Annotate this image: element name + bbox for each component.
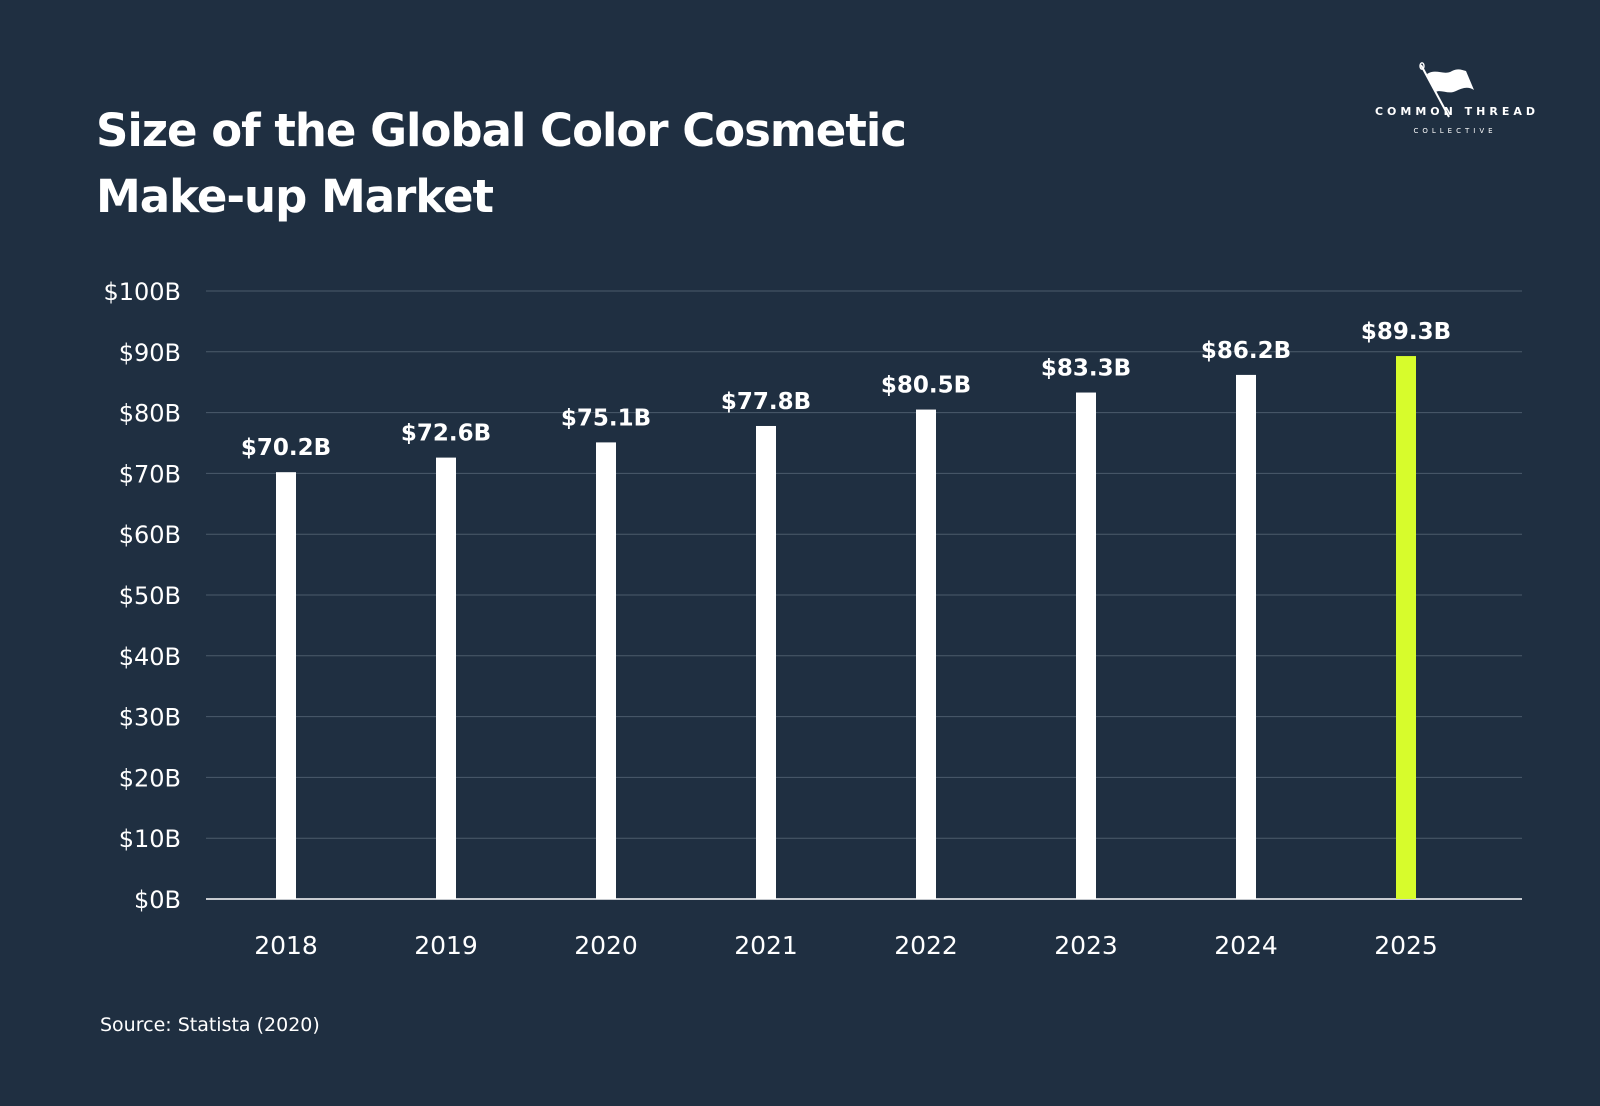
- flag-needle-icon: COMMON THREAD COLLECTIVE: [1375, 62, 1539, 135]
- title-line-1: Size of the Global Color Cosmetic: [96, 104, 907, 157]
- y-tick-label: $10B: [119, 825, 181, 853]
- y-tick-label: $30B: [119, 704, 181, 732]
- bars: [276, 356, 1416, 899]
- x-tick-label-2021: 2021: [734, 931, 798, 960]
- brand-sub: COLLECTIVE: [1413, 127, 1496, 135]
- bar-2024: [1236, 374, 1256, 899]
- brand-name: COMMON THREAD: [1375, 105, 1539, 118]
- data-label-2018: $70.2B: [241, 435, 331, 461]
- chart-title: Size of the Global Color Cosmetic Make-up…: [96, 98, 996, 230]
- data-label-2025: $89.3B: [1361, 319, 1451, 345]
- bar-2018: [276, 472, 296, 899]
- bar-2025: [1396, 356, 1416, 899]
- y-tick-label: $60B: [119, 521, 181, 549]
- grid-lines: [206, 290, 1522, 900]
- x-tick-label-2018: 2018: [254, 931, 318, 960]
- x-tick-label-2025: 2025: [1374, 931, 1438, 960]
- data-label-2024: $86.2B: [1201, 338, 1291, 364]
- x-tick-label-2023: 2023: [1054, 931, 1118, 960]
- title-line-2: Make-up Market: [96, 170, 494, 223]
- bar-2020: [596, 442, 616, 899]
- x-axis-ticks: 2018 2019 2020 2021 2022 2023 2024 2025: [254, 931, 1438, 960]
- data-label-2021: $77.8B: [721, 389, 811, 415]
- x-tick-label-2020: 2020: [574, 931, 638, 960]
- data-label-2020: $75.1B: [561, 405, 651, 431]
- source-note: Source: Statista (2020): [100, 1014, 320, 1036]
- data-labels: $70.2B $72.6B $75.1B $77.8B $80.5B $83.3B $86.…: [241, 319, 1451, 461]
- y-tick-label: $0B: [134, 886, 181, 914]
- data-label-2019: $72.6B: [401, 421, 491, 447]
- x-tick-label-2019: 2019: [414, 931, 478, 960]
- y-tick-label: $70B: [119, 460, 181, 488]
- y-tick-label: $50B: [119, 582, 181, 610]
- bar-2023: [1076, 392, 1096, 899]
- bar-2021: [756, 425, 776, 899]
- data-label-2022: $80.5B: [881, 373, 971, 399]
- bar-2022: [916, 409, 936, 899]
- y-axis-ticks: $0B $10B $20B $30B $40B $50B $60B $70B $80B $90B $…: [103, 278, 181, 914]
- y-tick-label: $80B: [119, 400, 181, 428]
- brand-logo: COMMON THREAD COLLECTIVE: [1372, 62, 1542, 142]
- y-tick-label: $20B: [119, 764, 181, 792]
- y-tick-label: $40B: [119, 643, 181, 671]
- y-tick-label: $90B: [119, 339, 181, 367]
- x-tick-label-2024: 2024: [1214, 931, 1278, 960]
- bar-2019: [436, 457, 456, 899]
- y-tick-label: $100B: [103, 278, 181, 306]
- data-label-2023: $83.3B: [1041, 356, 1131, 382]
- x-tick-label-2022: 2022: [894, 931, 958, 960]
